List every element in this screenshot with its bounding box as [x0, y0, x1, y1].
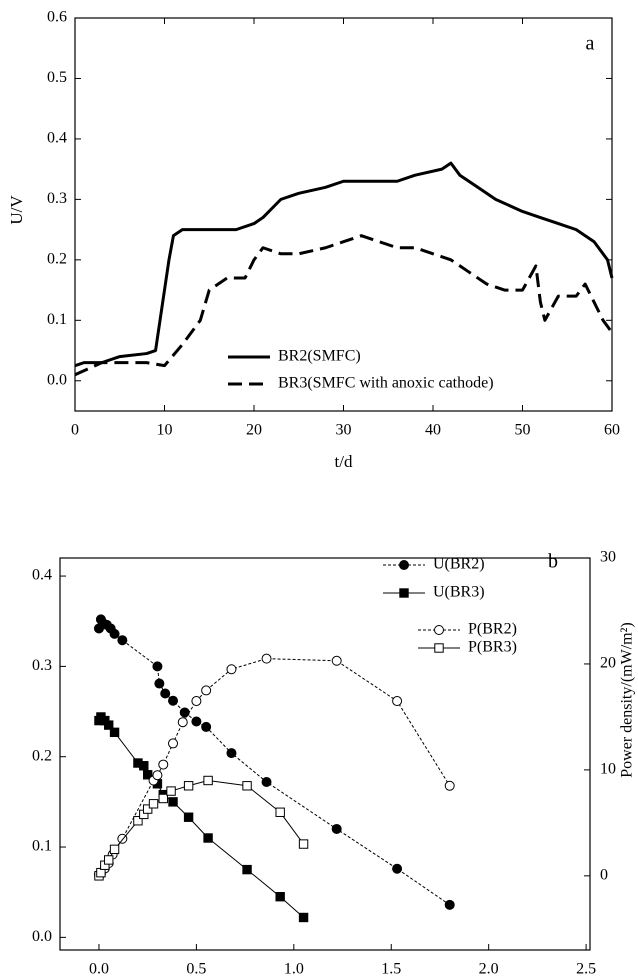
data-point	[104, 720, 114, 730]
data-point	[177, 717, 188, 728]
data-point	[179, 707, 190, 718]
x-tick-label: 1.0	[284, 961, 304, 978]
data-point	[148, 799, 159, 809]
data-point	[183, 781, 194, 791]
data-point	[191, 696, 202, 707]
data-point	[168, 797, 178, 807]
y-tick-label: 0.3	[47, 190, 67, 207]
y2-tick-label: 30	[600, 549, 616, 566]
x-tick-label: 1.5	[381, 961, 401, 978]
y-tick-label: 0.2	[47, 251, 67, 268]
data-point	[166, 786, 176, 796]
y-tick-label: 0.5	[47, 69, 67, 86]
data-point	[298, 912, 309, 923]
x-tick-label: 20	[246, 422, 262, 439]
legend-marker	[399, 560, 409, 570]
x-tick-label: 30	[336, 422, 352, 439]
data-point	[444, 899, 455, 910]
data-point	[133, 816, 143, 826]
data-point	[152, 661, 163, 672]
data-point	[104, 855, 114, 865]
plot-frame	[59, 557, 591, 951]
data-point	[158, 793, 168, 804]
data-point	[142, 770, 153, 780]
data-point	[109, 844, 120, 855]
data-point	[183, 812, 194, 822]
panel-label: b	[548, 551, 558, 573]
y2-tick-label: 20	[600, 655, 616, 672]
y-tick-label: 0.1	[32, 838, 52, 855]
y-tick-label: 0.2	[32, 747, 52, 764]
data-point	[154, 678, 165, 689]
series-line	[74, 234, 614, 377]
data-point	[191, 716, 202, 727]
data-point	[392, 863, 403, 874]
legend-label: U(BR2)	[433, 556, 485, 573]
legend-label: P(BR2)	[468, 621, 517, 638]
legend-label: BR2(SMFC)	[278, 348, 361, 365]
data-point	[160, 688, 171, 699]
data-point	[444, 780, 455, 791]
x-tick-label: 0.0	[89, 961, 109, 978]
data-point	[203, 833, 213, 843]
data-point	[275, 807, 285, 817]
data-point	[242, 864, 252, 875]
data-point	[109, 628, 120, 639]
data-point	[331, 655, 342, 666]
legend-marker	[434, 643, 444, 653]
data-point	[168, 695, 179, 706]
data-point	[168, 738, 179, 749]
data-point	[152, 770, 163, 781]
x-tick-label: 0.5	[186, 961, 206, 978]
series-line	[98, 618, 450, 906]
y-tick-label: 0.0	[32, 928, 52, 945]
data-point	[275, 892, 285, 902]
y2-tick-label: 0	[600, 867, 608, 884]
x-tick-label: 10	[157, 422, 173, 439]
data-point	[331, 823, 342, 834]
legend-marker	[399, 588, 409, 598]
y-tick-label: 0.1	[47, 311, 67, 328]
series-line	[98, 658, 451, 876]
legend-label: P(BR3)	[468, 639, 517, 656]
y-tick-label: 0.4	[47, 130, 67, 147]
data-point	[226, 748, 237, 759]
y-axis-label: U/V	[7, 195, 26, 225]
x-tick-label: 0	[71, 422, 79, 439]
data-point	[203, 775, 213, 786]
data-point	[158, 759, 169, 770]
data-point	[261, 777, 272, 787]
y2-tick-label: 10	[600, 761, 616, 778]
data-point	[109, 727, 120, 738]
x-axis-label: t/d	[335, 452, 353, 471]
y-tick-label: 0.6	[47, 9, 67, 26]
x-tick-label: 60	[604, 422, 620, 439]
data-point	[242, 781, 252, 791]
data-point	[392, 696, 403, 707]
data-point	[142, 804, 153, 814]
data-point	[201, 685, 212, 696]
series-line	[74, 161, 614, 368]
data-point	[139, 761, 149, 771]
y-tick-label: 0.0	[47, 371, 67, 388]
series-line	[98, 716, 304, 918]
y-tick-label: 0.4	[32, 567, 52, 584]
data-point	[261, 653, 272, 664]
x-tick-label: 2.5	[576, 961, 596, 978]
data-point	[226, 664, 237, 675]
data-point	[117, 635, 128, 646]
x-tick-label: 2.0	[479, 961, 499, 978]
data-point	[201, 721, 212, 732]
x-tick-label: 50	[515, 422, 531, 439]
legend-label: U(BR3)	[433, 584, 485, 601]
legend-label: BR3(SMFC with anoxic cathode)	[278, 375, 494, 392]
legend-marker	[434, 625, 444, 635]
y2-axis-label: Power density/(mW/m²)	[619, 622, 636, 777]
y-tick-label: 0.3	[32, 657, 52, 674]
x-tick-label: 40	[425, 422, 441, 439]
panel-label: a	[586, 33, 595, 55]
series-line	[98, 779, 304, 877]
data-point	[298, 839, 309, 849]
